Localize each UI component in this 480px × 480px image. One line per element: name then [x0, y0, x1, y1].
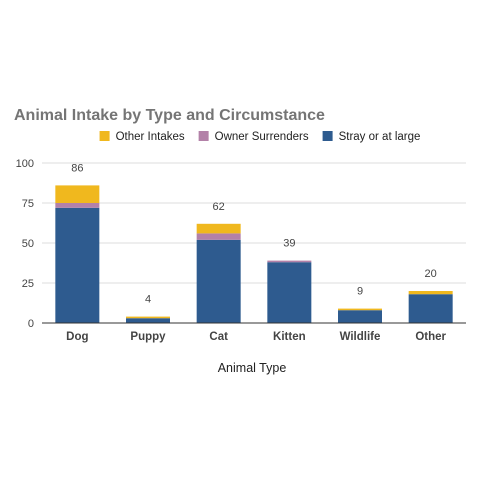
- bar-segment-other-stray-or-at-large: [408, 294, 453, 323]
- total-label: 39: [283, 238, 295, 250]
- x-tick-label: Wildlife: [340, 331, 381, 343]
- bar-segment-wildlife-other-intakes: [338, 308, 382, 311]
- y-tick-label: 100: [16, 158, 34, 170]
- total-label: 4: [145, 294, 151, 306]
- y-tick-label: 50: [22, 238, 34, 250]
- bar-segment-dog-stray-or-at-large: [55, 207, 100, 323]
- y-tick-label: 75: [22, 198, 34, 210]
- chart-title: Animal Intake by Type and Circumstance: [14, 107, 325, 124]
- total-label: 20: [425, 268, 437, 280]
- bar-segment-cat-stray-or-at-large: [196, 239, 241, 323]
- legend-item: Other Intakes: [99, 131, 185, 143]
- total-label: 62: [213, 201, 225, 213]
- bar-segment-cat-other-intakes: [196, 223, 241, 234]
- legend: Other Intakes Owner Surrenders Stray or at…: [99, 131, 421, 143]
- legend-item: Owner Surrenders: [198, 131, 309, 143]
- bar-segment-dog-owner-surrenders: [55, 203, 100, 208]
- x-tick-label: Kitten: [273, 331, 306, 343]
- y-tick-label: 0: [28, 318, 34, 330]
- y-tick-label: 25: [22, 278, 34, 290]
- total-label: 9: [357, 286, 363, 298]
- x-tick-label: Other: [415, 331, 446, 343]
- bar-segment-wildlife-stray-or-at-large: [338, 310, 382, 323]
- x-tick-label: Dog: [66, 331, 88, 343]
- total-label: 86: [71, 162, 83, 174]
- legend-label: Stray or at large: [339, 131, 421, 143]
- legend-swatch: [322, 131, 333, 141]
- y-axis-ticks: 0 25 50 75 100: [16, 158, 34, 330]
- x-tick-label: Cat: [209, 331, 228, 343]
- bar-segment-other-other-intakes: [408, 291, 453, 295]
- legend-swatch: [99, 131, 110, 141]
- legend-label: Other Intakes: [116, 131, 185, 143]
- x-axis-title: Animal Type: [218, 361, 287, 375]
- x-tick-label: Puppy: [130, 331, 166, 343]
- bar-segment-cat-owner-surrenders: [196, 233, 241, 240]
- bar-segment-kitten-stray-or-at-large: [267, 262, 312, 323]
- legend-item: Stray or at large: [322, 131, 421, 143]
- bar-segment-dog-other-intakes: [55, 185, 100, 203]
- bar-segment-puppy-other-intakes: [126, 316, 170, 319]
- bar-segment-puppy-stray-or-at-large: [126, 318, 170, 323]
- bar-segment-kitten-owner-surrenders: [267, 260, 312, 263]
- x-axis-ticks: Dog Puppy Cat Kitten Wildlife Other: [66, 331, 446, 343]
- legend-swatch: [198, 131, 209, 141]
- bars: [55, 185, 453, 323]
- gridlines: [42, 162, 466, 284]
- total-labels: 86 4 62 39 9 20: [71, 162, 437, 305]
- legend-label: Owner Surrenders: [215, 131, 309, 143]
